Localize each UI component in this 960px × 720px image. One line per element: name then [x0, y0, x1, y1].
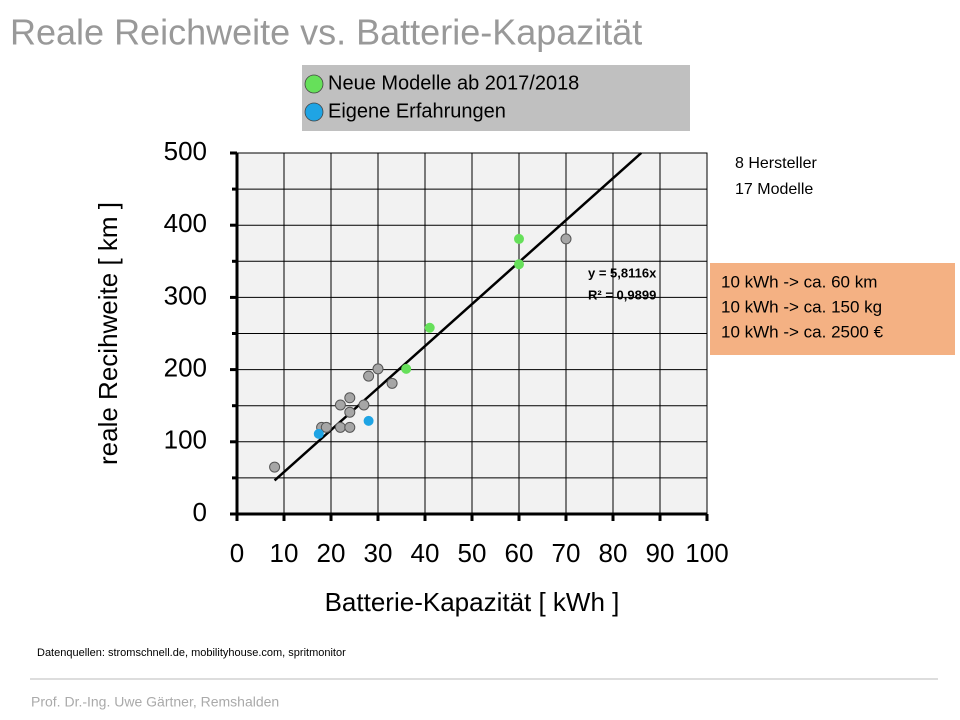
point: [372, 363, 384, 375]
point: [334, 421, 346, 433]
y-tick-label: 500: [164, 136, 207, 166]
y-tick-label: 300: [164, 280, 207, 310]
legend-label: Eigene Erfahrungen: [328, 100, 506, 122]
point: [344, 392, 356, 404]
legend-box: [302, 65, 690, 131]
x-tick-label: 80: [599, 538, 628, 568]
point: [320, 421, 332, 433]
info: 10 kWh -> ca. 2500 €: [721, 322, 884, 341]
y-tick-label: 100: [164, 425, 207, 455]
x-tick-label: 100: [685, 538, 728, 568]
y-axis-label: reale Recihweite [ km ]: [93, 202, 123, 465]
info-box: [710, 263, 955, 355]
x-tick-label: 10: [270, 538, 299, 568]
title: Reale Reichweite vs. Batterie-Kapazität: [10, 12, 642, 53]
x-tick-label: 20: [317, 538, 346, 568]
info: 10 kWh -> ca. 60 km: [721, 272, 877, 291]
x-tick-label: 0: [230, 538, 244, 568]
legend-label: Neue Modelle ab 2017/2018: [328, 72, 579, 94]
point: [344, 406, 356, 418]
point: [334, 399, 346, 411]
point: [514, 259, 524, 270]
point: [269, 461, 281, 473]
equation: R² = 0,9899: [588, 287, 656, 302]
point: [313, 428, 324, 439]
point: [344, 421, 356, 433]
x-tick-label: 70: [552, 538, 581, 568]
point: [424, 322, 435, 333]
point: [386, 377, 398, 389]
footer: Prof. Dr.-Ing. Uwe Gärtner, Remshalden: [31, 694, 279, 710]
x-axis-label: Batterie-Kapazität [ kWh ]: [325, 587, 620, 617]
x-tick-label: 90: [646, 538, 675, 568]
point: [363, 415, 374, 426]
point: [363, 370, 375, 382]
note: 8 Hersteller: [735, 155, 817, 172]
x-tick-label: 60: [505, 538, 534, 568]
y-tick-label: 0: [193, 497, 207, 527]
x-tick-label: 50: [458, 538, 487, 568]
point: [358, 399, 370, 411]
point: [514, 233, 524, 244]
note: 17 Modelle: [735, 181, 813, 198]
source: Datenquellen: stromschnell.de, mobilityh…: [37, 647, 346, 659]
x-tick-label: 30: [364, 538, 393, 568]
point: [560, 233, 572, 245]
x-tick-label: 40: [411, 538, 440, 568]
point: [401, 363, 412, 374]
legend-marker: [304, 102, 324, 122]
equation: y = 5,8116x: [588, 265, 657, 280]
info: 10 kWh -> ca. 150 kg: [721, 297, 882, 316]
y-tick-label: 400: [164, 208, 207, 238]
y-tick-label: 200: [164, 352, 207, 382]
legend-marker: [304, 74, 324, 94]
